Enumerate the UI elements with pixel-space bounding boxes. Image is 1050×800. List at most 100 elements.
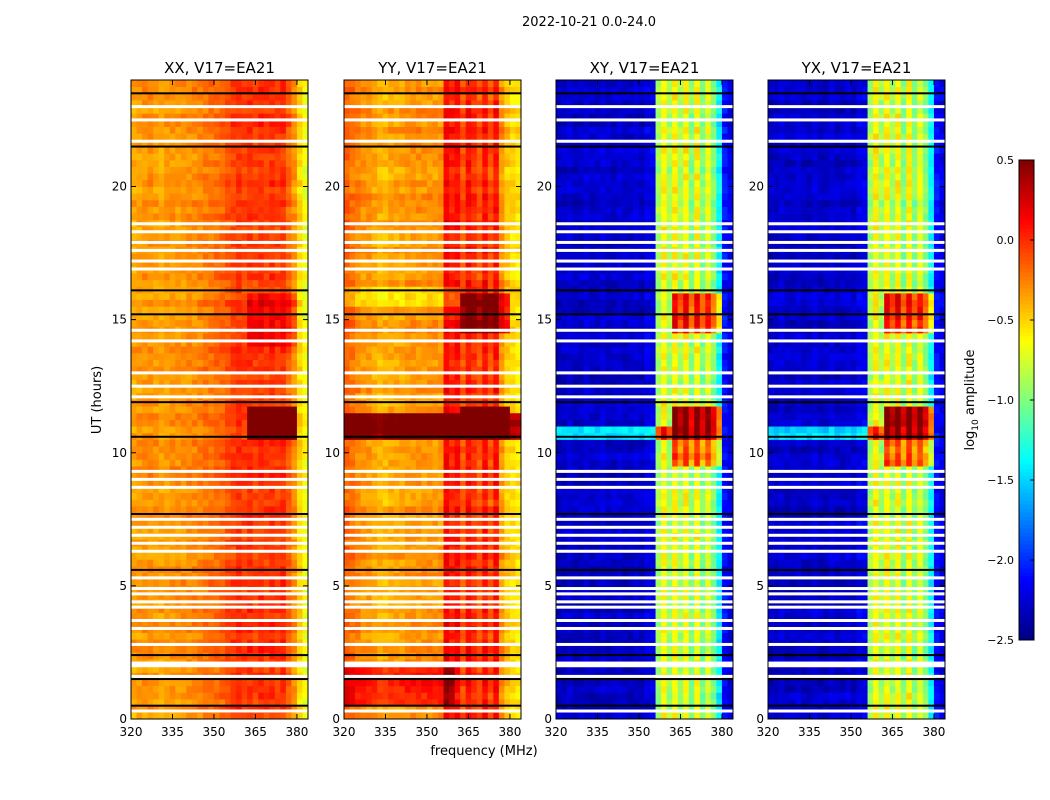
heatmap-cell <box>158 119 165 127</box>
heatmap-cell <box>147 139 154 147</box>
heatmap-cell <box>180 545 187 553</box>
heatmap-cell <box>208 592 215 600</box>
heatmap-cell <box>432 452 439 460</box>
heatmap-cell <box>202 685 209 693</box>
heatmap-cell <box>153 359 160 367</box>
heatmap-cell <box>197 386 204 394</box>
heatmap-cell <box>269 179 276 187</box>
heatmap-cell <box>247 93 254 101</box>
heatmap-cell <box>169 233 176 241</box>
heatmap-cell <box>241 466 248 474</box>
heatmap-cell <box>191 446 198 454</box>
heatmap-cell <box>241 612 248 620</box>
heatmap-cell <box>131 186 137 194</box>
heatmap-cell <box>349 679 356 687</box>
heatmap-cell <box>136 406 143 414</box>
heatmap-cell <box>158 499 165 507</box>
heatmap-cell <box>213 126 220 134</box>
heatmap-cell <box>415 506 422 514</box>
heatmap-cell <box>415 459 422 467</box>
heatmap-cell <box>269 679 276 687</box>
heatmap-cell <box>230 419 237 427</box>
heatmap-cell <box>142 545 148 553</box>
heatmap-cell <box>142 479 148 487</box>
heatmap-cell <box>208 519 215 527</box>
heatmap-cell <box>191 126 198 134</box>
heatmap-cell <box>404 459 411 467</box>
heatmap-cell <box>476 419 483 427</box>
heatmap-cell <box>377 439 384 447</box>
heatmap-cell <box>213 692 220 700</box>
heatmap-cell <box>388 406 395 414</box>
heatmap-cell <box>296 279 303 287</box>
heatmap-cell <box>147 126 154 134</box>
heatmap-cell <box>274 299 281 307</box>
heatmap-cell <box>175 466 182 474</box>
heatmap-cell <box>236 605 243 613</box>
heatmap-cell <box>197 179 204 187</box>
heatmap-cell <box>225 552 231 560</box>
heatmap-cell <box>421 579 428 587</box>
heatmap-cell <box>142 126 148 134</box>
heatmap-cell <box>263 93 270 101</box>
heatmap-cell <box>274 486 281 494</box>
heatmap-cell <box>258 359 265 367</box>
heatmap-cell <box>147 645 154 653</box>
heatmap-cell <box>388 439 395 447</box>
heatmap-cell <box>302 426 309 434</box>
heatmap-cell <box>208 439 215 447</box>
heatmap-cell <box>302 166 309 174</box>
heatmap-cell <box>258 366 265 374</box>
heatmap-cell <box>236 492 243 500</box>
heatmap-cell <box>404 412 411 420</box>
heatmap-cell <box>186 179 193 187</box>
heatmap-cell <box>147 439 154 447</box>
heatmap-cell <box>302 592 309 600</box>
heatmap-cell <box>269 632 276 640</box>
heatmap-cell <box>252 366 259 374</box>
heatmap-cell <box>175 605 182 613</box>
heatmap-cell <box>202 665 209 673</box>
heatmap-cell <box>285 379 292 387</box>
heatmap-cell <box>410 692 417 700</box>
heatmap-cell <box>454 352 461 360</box>
heatmap-cell <box>247 173 254 181</box>
heatmap-cell <box>382 506 389 514</box>
heatmap-cell <box>371 679 378 687</box>
heatmap-cell <box>285 605 292 613</box>
heatmap-cell <box>213 679 220 687</box>
heatmap-cell <box>366 459 373 467</box>
heatmap-cell <box>247 639 254 647</box>
heatmap-cell <box>225 346 231 354</box>
heatmap-cell <box>153 93 160 101</box>
heatmap-cell <box>202 352 209 360</box>
heatmap-cell <box>291 126 298 134</box>
heatmap-cell <box>186 346 193 354</box>
heatmap-cell <box>164 346 171 354</box>
heatmap-cell <box>202 479 209 487</box>
heatmap-cell <box>302 525 309 534</box>
heatmap-cell <box>202 226 209 234</box>
heatmap-cell <box>230 299 237 307</box>
heatmap-cell <box>274 372 281 380</box>
heatmap-cell <box>269 699 276 707</box>
heatmap-cell <box>296 426 303 434</box>
flagged-row <box>131 230 308 234</box>
heatmap-cell <box>258 699 265 707</box>
heatmap-cell <box>493 346 500 354</box>
heatmap-cell <box>236 472 243 480</box>
heatmap-cell <box>263 645 270 653</box>
heatmap-cell <box>274 705 281 713</box>
heatmap-cell <box>399 332 406 340</box>
heatmap-cell <box>487 492 494 500</box>
heatmap-cell <box>258 525 265 534</box>
heatmap-cell <box>274 559 281 567</box>
heatmap-cell <box>432 492 439 500</box>
heatmap-cell <box>202 552 209 560</box>
heatmap-cell <box>158 193 165 201</box>
heatmap-cell <box>280 319 287 327</box>
heatmap-cell <box>366 552 373 560</box>
heatmap-cell <box>197 632 204 640</box>
heatmap-cell <box>509 406 516 414</box>
heatmap-cell <box>371 552 378 560</box>
